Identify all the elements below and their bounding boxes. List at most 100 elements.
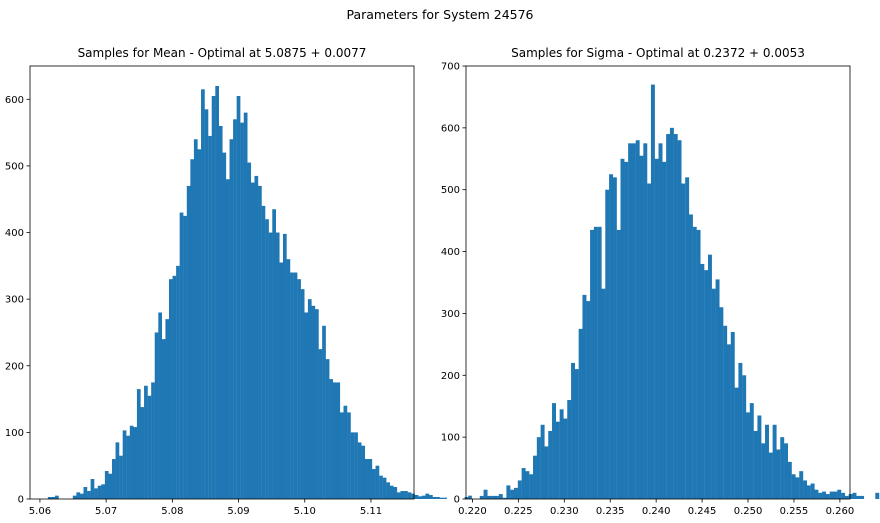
mean-histogram-bar xyxy=(204,109,209,500)
mean-histogram-bar xyxy=(72,495,77,499)
mean-histogram-bar xyxy=(265,219,269,499)
mean-histogram-bars xyxy=(47,85,472,500)
mean-histogram-bar xyxy=(193,139,198,499)
sigma-histogram-bar xyxy=(825,494,830,499)
sigma-histogram-bar xyxy=(772,424,777,499)
mean-histogram-bar xyxy=(364,459,369,499)
sigma-histogram-bar xyxy=(738,362,743,499)
mean-histogram-bar xyxy=(261,205,266,499)
mean-histogram-bar xyxy=(129,425,134,499)
sigma-histogram-bar xyxy=(483,489,488,499)
mean-histogram-bar xyxy=(275,232,280,500)
mean-histogram-bar xyxy=(300,289,305,499)
mean-histogram-bar xyxy=(179,212,184,500)
mean-histogram-bar xyxy=(372,469,376,499)
sigma-histogram-bar xyxy=(533,455,537,499)
mean-histogram-bar xyxy=(432,497,437,499)
mean-y-tick-label: 300 xyxy=(5,295,24,306)
sigma-histogram-bar xyxy=(609,174,614,499)
sigma-histogram-bar xyxy=(837,489,842,499)
sigma-histogram-bar xyxy=(715,279,720,499)
mean-histogram-bar xyxy=(311,305,316,499)
mean-histogram-bar xyxy=(354,432,358,499)
sigma-histogram-y-ticks: 0 100 200 300 400 500 600 700 xyxy=(441,62,466,506)
sigma-histogram-bar xyxy=(749,403,754,499)
mean-histogram-bar xyxy=(418,496,423,499)
sigma-histogram-bar xyxy=(586,301,591,499)
sigma-histogram-bar xyxy=(529,474,534,499)
mean-histogram-bar xyxy=(268,232,273,500)
mean-histogram-x-ticks: 5.06 5.07 5.08 5.09 5.10 5.11 xyxy=(29,499,382,517)
sigma-histogram-bars xyxy=(479,84,880,500)
sigma-histogram-bar xyxy=(768,452,773,499)
mean-histogram-bar xyxy=(282,233,287,499)
sigma-histogram-bar xyxy=(525,471,530,499)
sigma-histogram-bar xyxy=(806,485,811,499)
mean-histogram-bar xyxy=(272,209,276,499)
mean-histogram-bar xyxy=(250,182,255,499)
mean-histogram-bar xyxy=(325,359,330,499)
mean-histogram-bar xyxy=(247,162,252,499)
sigma-histogram-bar xyxy=(700,263,705,499)
sigma-histogram-frame xyxy=(465,65,851,500)
sigma-histogram-bar xyxy=(578,328,583,499)
mean-y-tick-label: 200 xyxy=(5,361,24,372)
sigma-histogram-bar xyxy=(612,177,617,499)
sigma-histogram-bar xyxy=(833,491,838,499)
mean-histogram-bar xyxy=(379,475,383,499)
sigma-histogram-bar xyxy=(784,443,788,499)
sigma-histogram-bar xyxy=(677,140,682,500)
mean-histogram-bar xyxy=(176,265,180,499)
sigma-y-tick-label: 400 xyxy=(441,247,460,258)
sigma-histogram-bar xyxy=(552,403,556,499)
sigma-histogram-bar xyxy=(753,430,758,499)
mean-histogram-bar xyxy=(47,497,52,499)
sigma-histogram-bar xyxy=(799,471,804,499)
sigma-histogram-bar xyxy=(555,421,560,499)
mean-histogram-bar xyxy=(215,85,219,499)
mean-x-tick-label: 5.09 xyxy=(227,506,249,517)
mean-histogram-bar xyxy=(375,465,380,499)
sigma-histogram-bar xyxy=(818,492,823,499)
mean-histogram-bar xyxy=(225,179,230,499)
mean-histogram-bar xyxy=(144,385,148,499)
mean-histogram-bar xyxy=(339,412,344,499)
sigma-histogram-bar xyxy=(875,492,880,499)
mean-histogram-bar xyxy=(104,471,109,499)
sigma-histogram-bar xyxy=(605,189,610,499)
mean-histogram-bar xyxy=(389,485,394,499)
mean-histogram-bar xyxy=(297,279,301,499)
mean-histogram-bar xyxy=(165,319,170,499)
mean-histogram-bar xyxy=(421,495,426,499)
mean-histogram-bar xyxy=(172,275,177,499)
mean-histogram-bar xyxy=(464,497,469,499)
sigma-histogram-bar xyxy=(593,226,598,499)
sigma-histogram-bar xyxy=(631,143,636,499)
sigma-histogram-bar xyxy=(506,485,511,499)
mean-histogram-bar xyxy=(304,312,309,499)
sigma-histogram-bar xyxy=(540,424,545,499)
sigma-histogram-bar xyxy=(711,288,716,499)
mean-histogram-bar xyxy=(322,325,326,499)
mean-histogram-bar xyxy=(126,435,130,499)
sigma-histogram-bar xyxy=(723,325,728,499)
mean-histogram-bar xyxy=(411,493,415,499)
mean-histogram-bar xyxy=(122,430,127,499)
sigma-histogram-bar xyxy=(658,143,663,499)
mean-histogram-bar xyxy=(414,495,419,499)
sigma-histogram-bar xyxy=(650,84,655,499)
sigma-histogram-bar xyxy=(536,437,541,499)
mean-x-tick-label: 5.08 xyxy=(161,506,183,517)
mean-histogram-bar xyxy=(240,122,244,500)
sigma-histogram-bar xyxy=(780,437,785,499)
mean-histogram-bar xyxy=(136,389,141,499)
mean-histogram-bar xyxy=(382,477,387,499)
mean-histogram-bar xyxy=(83,487,88,499)
mean-histogram-bar xyxy=(307,299,312,499)
mean-histogram-bar xyxy=(115,442,120,499)
sigma-histogram-bar xyxy=(765,424,769,499)
mean-histogram-bar xyxy=(293,272,298,499)
sigma-histogram-bar xyxy=(491,495,496,499)
sigma-histogram-bar xyxy=(757,415,762,499)
mean-x-tick-label: 5.10 xyxy=(294,506,316,517)
